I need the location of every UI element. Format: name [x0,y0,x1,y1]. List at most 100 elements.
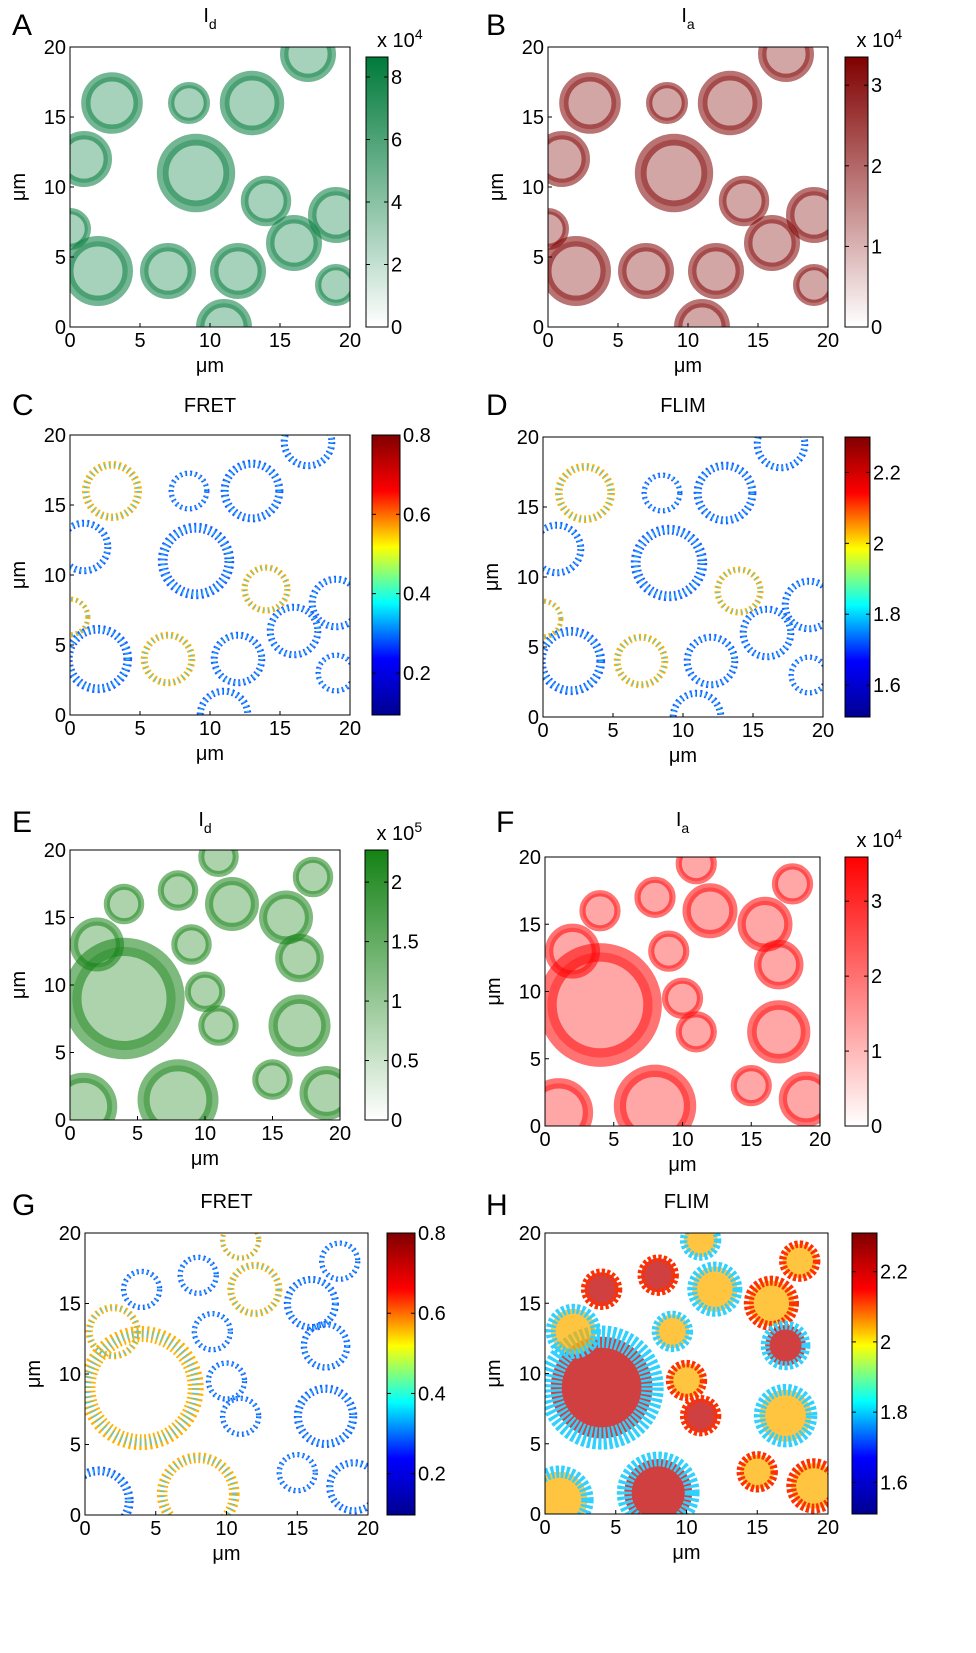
cell [559,72,621,134]
cell [70,627,130,691]
x-tick-label: 15 [269,718,291,740]
panel-letter: B [486,9,506,42]
colorbar-tick-label: 4 [391,192,402,214]
colorbar-multiplier: x 104 [857,826,903,852]
x-tick-label: 20 [817,330,839,352]
y-tick-label: 15 [44,107,66,129]
cell [159,1455,237,1515]
cell [205,876,260,931]
cell [580,1268,623,1310]
y-tick-label: 10 [519,982,541,1004]
cell [140,631,196,687]
x-tick-label: 10 [199,330,221,352]
cell [613,1064,697,1126]
colorbar [371,434,401,716]
cell [295,1386,356,1446]
colorbar-tick-label: 2 [391,872,402,894]
panel: 0 5 10 15 20 0 5 10 15 20 μm μm G FRET 0.2 0.4 0.6 0.8 [12,1189,446,1565]
x-tick-label: 0 [64,718,75,740]
multiplier-text: x 10 [377,30,415,52]
colorbar-tick-label: 1.6 [880,1472,908,1494]
x-tick-label: 0 [537,720,548,742]
x-tick-label: 5 [607,720,618,742]
cell [275,933,324,983]
x-tick-label: 15 [747,330,769,352]
y-axis-label: μm [23,1360,45,1388]
panel-title: FLIM [660,395,706,417]
panel: 0 5 10 15 20 0 5 10 15 20 μm μm C FRET 0.2 0.4 0.6 0.8 [8,389,431,765]
cell [81,72,143,134]
panel-title: FRET [184,395,236,417]
multiplier-text: x 10 [857,830,895,852]
colorbar-tick-label: 2.2 [873,462,901,484]
cell [328,1461,368,1513]
cell [178,1255,218,1295]
y-tick-label: 0 [530,1116,541,1138]
cell [634,876,676,918]
x-axis-label: μm [674,355,702,377]
x-axis-label: μm [672,1542,700,1564]
image [85,1233,368,1515]
y-tick-label: 0 [533,317,544,339]
x-tick-label: 5 [150,1518,161,1540]
x-tick-label: 0 [79,1518,90,1540]
cell [87,1305,140,1358]
cell [85,1468,132,1515]
y-tick-label: 15 [59,1294,81,1316]
x-tick-label: 20 [812,720,834,742]
cell [219,70,285,136]
colorbar-multiplier: x 104 [377,26,423,52]
cell [70,131,112,187]
cell [641,472,683,514]
x-tick-label: 5 [134,330,145,352]
colorbar-tick-label: 3 [871,891,882,913]
cell [168,470,210,512]
cell [70,1072,118,1120]
y-tick-label: 10 [517,567,539,589]
multiplier-exponent: 4 [894,826,902,842]
y-tick-label: 5 [55,1043,66,1065]
x-tick-label: 20 [357,1518,379,1540]
cell [219,1233,262,1261]
x-tick-label: 5 [612,330,623,352]
cell [299,1066,340,1120]
x-tick-label: 0 [64,330,75,352]
cell [310,577,350,629]
multiplier-exponent: 4 [894,26,902,42]
colorbar [844,56,869,328]
y-tick-label: 5 [70,1435,81,1457]
cell [266,214,323,271]
y-tick-label: 20 [44,425,66,447]
title-text: FRET [200,1191,252,1213]
y-tick-label: 15 [44,495,66,517]
x-tick-label: 20 [809,1129,831,1151]
panel-title: FLIM [664,1191,710,1213]
cell [665,1359,708,1402]
y-tick-label: 20 [519,1223,541,1245]
image [548,47,828,327]
colorbar-tick-label: 0.4 [418,1383,446,1405]
x-tick-label: 20 [329,1123,351,1145]
colorbar-tick-label: 2 [871,156,882,178]
cell [137,1059,219,1120]
title-text: I [198,809,204,831]
panel-letter: C [12,389,34,422]
cell [169,471,209,511]
cell [315,652,350,694]
x-tick-label: 5 [132,1123,143,1145]
cell [70,917,125,972]
y-axis-label: μm [481,563,503,591]
axes-frame [542,436,824,718]
y-tick-label: 5 [55,247,66,269]
cell [615,635,667,687]
y-tick-label: 5 [530,1049,541,1071]
cell [716,568,762,614]
y-tick-label: 0 [528,707,539,729]
cell [679,1394,722,1437]
cell [675,857,717,885]
cell [545,923,600,979]
cell [758,47,814,82]
title-text: FRET [184,395,236,417]
colorbar-tick-label: 0.8 [418,1223,446,1245]
x-axis-label: μm [196,743,224,765]
